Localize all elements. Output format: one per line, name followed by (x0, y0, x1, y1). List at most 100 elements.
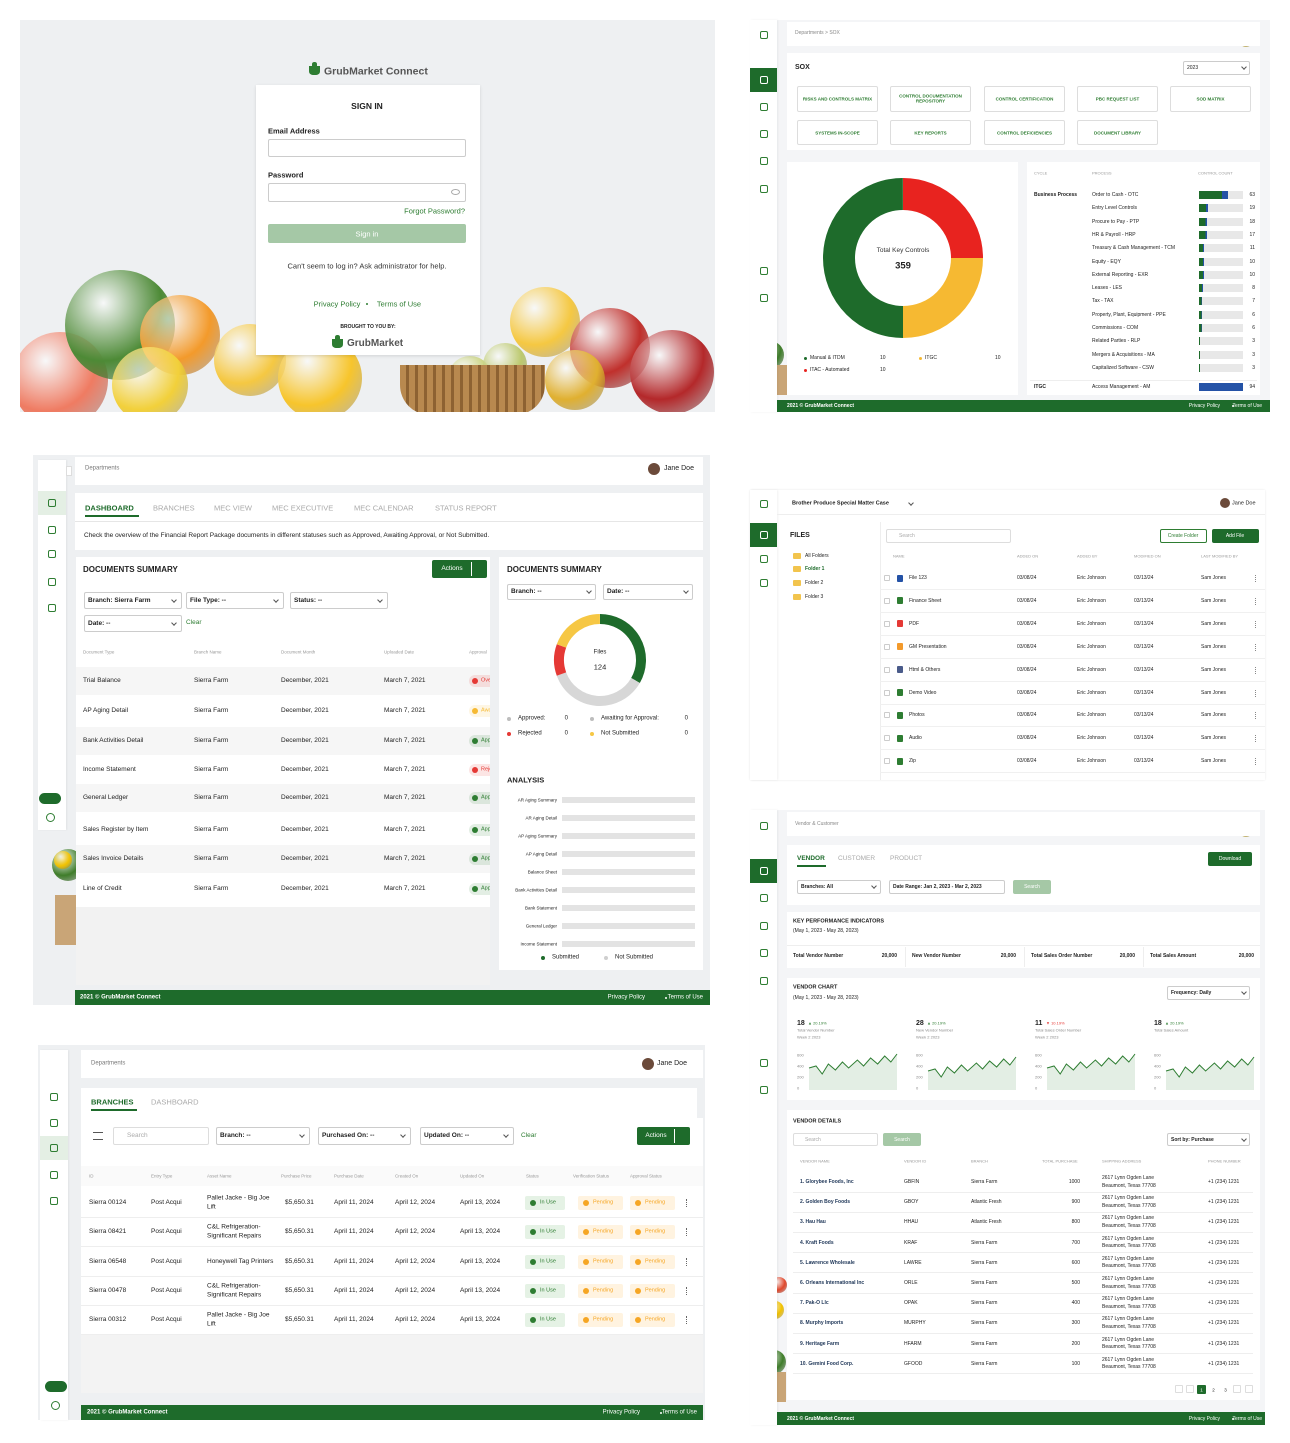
row-checkbox[interactable] (884, 643, 890, 650)
filter-dropdown[interactable] (84, 592, 182, 609)
active-tab-underline[interactable] (797, 865, 826, 867)
folder-tree-link[interactable]: Folder 1 (805, 566, 825, 572)
sox-link-button[interactable] (890, 120, 971, 145)
vendor-name-link[interactable]: 9. Heritage Farm (800, 1340, 840, 1347)
sox-link-button[interactable] (984, 120, 1065, 145)
footer-privacy-link[interactable]: Privacy Policy (1188, 1415, 1220, 1422)
year-dropdown[interactable] (1183, 61, 1250, 75)
sox-link-button[interactable] (1077, 120, 1158, 145)
filter-dropdown[interactable] (290, 592, 388, 609)
row-menu[interactable] (1255, 712, 1257, 720)
nav-icon[interactable] (759, 822, 768, 830)
footer-privacy-link[interactable]: Privacy Policy (1188, 403, 1220, 409)
add-file-button[interactable] (1212, 529, 1259, 543)
search-button[interactable] (883, 1133, 921, 1146)
tabs-card[interactable] (81, 1088, 697, 1118)
active-tab-underline[interactable] (91, 1109, 137, 1111)
nav-icon[interactable] (48, 550, 56, 558)
nav-icon[interactable] (50, 1197, 58, 1205)
row-menu[interactable] (1255, 758, 1257, 766)
nav-icon[interactable] (759, 555, 768, 563)
folder-tree-link[interactable]: All Folders (805, 553, 829, 559)
footer-privacy-link[interactable]: Privacy Policy (602, 1408, 640, 1415)
footer-terms-link[interactable]: Terms of Use (1232, 1415, 1262, 1422)
footer-terms-link[interactable]: Terms of Use (661, 1408, 697, 1415)
row-checkbox[interactable] (884, 575, 890, 581)
row-menu[interactable] (686, 1228, 688, 1236)
nav-icon[interactable] (50, 1171, 58, 1179)
nav-icon[interactable] (759, 579, 768, 587)
nav-icon[interactable] (759, 977, 768, 985)
frequency-dropdown[interactable] (1167, 986, 1250, 1000)
nav-tab[interactable]: STATUS REPORT (435, 503, 497, 513)
filter-dropdown[interactable] (420, 1127, 514, 1145)
row-menu[interactable] (1255, 735, 1257, 743)
nav-icon[interactable] (759, 894, 768, 902)
nav-icon[interactable] (759, 31, 768, 39)
nav-tab[interactable]: DASHBOARD (151, 1097, 199, 1107)
nav-icon[interactable] (759, 922, 768, 930)
vendor-name-link[interactable]: 6. Orleans International Inc (800, 1280, 865, 1286)
page-number[interactable]: 1 (1200, 1386, 1203, 1392)
sox-link-button[interactable] (1170, 86, 1251, 112)
filter-label[interactable]: Purchased On: -- (322, 1132, 375, 1140)
filter-dropdown[interactable] (889, 880, 1005, 894)
sort-dropdown[interactable] (1167, 1133, 1250, 1146)
vendor-name-link[interactable]: 3. Hau Hau (800, 1219, 826, 1226)
search-button-label[interactable]: Search (894, 1136, 910, 1143)
page-arrow[interactable] (1175, 1385, 1183, 1393)
sox-link-button-label[interactable]: SOD MATRIX (1196, 96, 1225, 102)
sox-link-button-label[interactable]: CONTROL DOCUMENTATION REPOSITORY (899, 93, 962, 104)
filter-label[interactable]: Date: -- (88, 619, 111, 627)
nav-tab[interactable]: VENDOR (797, 855, 825, 863)
forgot-password-link[interactable]: Forgot Password? (404, 206, 465, 216)
row-checkbox[interactable] (884, 712, 890, 719)
nav-tab[interactable]: PRODUCT (890, 855, 923, 863)
page-arrow[interactable] (1245, 1385, 1253, 1393)
nav-icon[interactable] (48, 526, 56, 534)
footer-privacy-link[interactable]: Privacy Policy (607, 993, 645, 1000)
nav-tab[interactable]: BRANCHES (91, 1097, 134, 1107)
sox-link-button[interactable] (1077, 86, 1158, 112)
sox-link-button-label[interactable]: CONTROL DEFICIENCIES (997, 129, 1052, 135)
sign-in-button[interactable] (268, 224, 466, 243)
search-input[interactable] (886, 529, 1011, 543)
filter-label[interactable]: Branches: All (801, 884, 834, 890)
search-input[interactable] (793, 1133, 878, 1146)
sox-link-button[interactable] (984, 86, 1065, 112)
tabs-card[interactable] (787, 845, 1260, 905)
clear-link[interactable]: Clear (186, 619, 202, 627)
search-input[interactable] (113, 1127, 209, 1145)
vendor-name-link[interactable]: 2. Golden Boy Foods (800, 1199, 851, 1206)
sox-link-button-label[interactable]: PBC REQUEST LIST (1095, 96, 1140, 102)
filter-label[interactable]: Branch: -- (511, 588, 542, 596)
row-menu[interactable] (686, 1316, 688, 1324)
sox-link-button[interactable] (890, 86, 971, 112)
download-button[interactable] (1208, 852, 1252, 866)
row-menu[interactable] (686, 1199, 688, 1207)
nav-icon[interactable] (50, 1093, 58, 1101)
nav-icon[interactable] (759, 185, 768, 193)
nav-icon[interactable] (48, 499, 56, 507)
page-number[interactable]: 3 (1224, 1386, 1227, 1392)
nav-icon[interactable] (759, 867, 768, 875)
vendor-name-link[interactable]: 5. Lawrence Wholesale (800, 1259, 855, 1266)
sign-in-button-label[interactable]: Sign in (355, 229, 379, 239)
button-divider[interactable] (471, 562, 472, 576)
nav-tab[interactable]: MEC EXECUTIVE (272, 503, 334, 513)
filter-dropdown[interactable] (216, 1127, 310, 1145)
filter-label[interactable]: Date Range: Jan 2, 2023 - Mar 2, 2023 (893, 884, 982, 890)
page-number[interactable]: 2 (1212, 1386, 1215, 1392)
button-divider[interactable] (674, 1129, 675, 1143)
password-input[interactable] (268, 183, 466, 202)
privacy-link[interactable]: Privacy Policy (313, 299, 361, 309)
row-menu[interactable] (686, 1258, 688, 1266)
nav-icon[interactable] (759, 103, 768, 111)
row-checkbox[interactable] (884, 666, 890, 673)
nav-icon[interactable] (759, 949, 768, 957)
filter-label[interactable]: File Type: -- (190, 596, 226, 604)
row-menu[interactable] (1255, 575, 1257, 582)
vendor-name-link[interactable]: 1. Glorybee Foods, Inc (800, 1179, 854, 1185)
sox-link-button-label[interactable]: KEY REPORTS (914, 129, 947, 135)
nav-icon[interactable] (50, 1119, 58, 1127)
